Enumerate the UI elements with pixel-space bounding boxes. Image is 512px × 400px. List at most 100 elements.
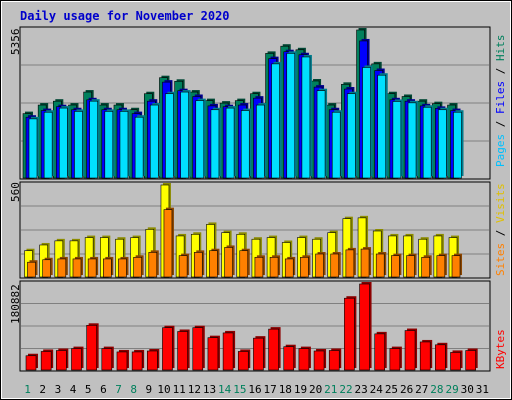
bottom-kbytes-bar: [237, 351, 249, 371]
bottom-kbytes-bar: [71, 348, 82, 371]
top-pages-bar: [240, 110, 250, 179]
bottom-kbytes-bar: [404, 330, 416, 371]
bottom-kbytes-bar: [450, 352, 461, 371]
top-pages-bar: [134, 116, 144, 179]
bottom-kbytes-bar: [162, 327, 173, 371]
top-pages-bar: [271, 63, 280, 179]
x-tick-label: 25: [385, 383, 398, 396]
middle-sites-bar: [360, 248, 370, 278]
x-tick-label: 13: [203, 383, 216, 396]
bottom-kbytes-bar: [268, 328, 279, 371]
x-tick-label: 19: [294, 383, 307, 396]
bottom-kbytes-bar: [465, 350, 476, 371]
middle-sites-bar: [375, 253, 385, 278]
top-pages-bar: [438, 109, 447, 179]
top-pages-bar: [422, 106, 432, 179]
middle-sites-bar: [118, 258, 127, 278]
legend-part: Sites: [494, 242, 507, 276]
x-tick-label: 2: [39, 383, 46, 396]
middle-sites-bar: [239, 250, 249, 278]
x-tick-label: 16: [248, 383, 261, 396]
x-tick-label: 11: [173, 383, 186, 396]
middle-sites-bar: [133, 256, 142, 278]
top-pages-bar: [119, 111, 129, 179]
legend-part: /: [494, 61, 507, 81]
middle-sites-bar: [421, 256, 430, 278]
bottom-kbytes-bar: [86, 325, 97, 371]
top-pages-bar: [377, 74, 387, 179]
bottom-kbytes-bar: [25, 355, 37, 371]
middle-sites-bar: [27, 261, 36, 278]
top-pages-bar: [195, 100, 205, 179]
bottom-kbytes-bar: [283, 346, 295, 371]
middle-sites-bar: [57, 258, 67, 278]
bottom-kbytes-bar: [435, 344, 446, 371]
bottom-kbytes-bar: [344, 297, 355, 371]
top-pages-bar: [453, 111, 462, 179]
bottom-kbytes-bar: [101, 348, 113, 371]
middle-sites-bar: [87, 258, 97, 278]
top-pages-bar: [28, 118, 38, 179]
middle-sites-bar: [391, 255, 400, 278]
middle-sites-bar: [103, 258, 112, 278]
middle-sites-bar: [436, 255, 446, 278]
top-pages-bar: [286, 53, 296, 179]
middle-sites-bar: [163, 209, 173, 278]
bottom-kbytes-bar: [374, 333, 386, 371]
top-pages-bar: [74, 111, 83, 179]
bottom-panel-legend: KBytes: [494, 329, 507, 369]
bottom-kbytes-bar: [116, 351, 128, 371]
middle-sites-bar: [42, 259, 51, 278]
x-tick-label: 1: [24, 383, 31, 396]
top-pages-bar: [59, 107, 68, 179]
top-pages-bar: [89, 100, 98, 179]
x-tick-label: 23: [355, 383, 368, 396]
x-tick-label: 21: [324, 383, 337, 396]
top-pages-bar: [392, 101, 402, 179]
bottom-kbytes-bar: [56, 350, 67, 371]
x-tick-label: 14: [218, 383, 232, 396]
x-tick-label: 5: [85, 383, 92, 396]
top-pages-bar: [407, 102, 417, 179]
x-tick-label: 17: [264, 383, 277, 396]
middle-sites-bar: [254, 256, 264, 278]
legend-part: /: [494, 223, 507, 243]
bottom-kbytes-bar: [359, 283, 370, 371]
top-panel-max-label: 5356: [9, 28, 22, 56]
x-tick-label: 15: [233, 383, 246, 396]
legend-part: Files: [494, 80, 507, 114]
top-pages-bar: [104, 111, 114, 179]
bottom-kbytes-bar: [298, 348, 310, 371]
bottom-kbytes-bar: [328, 350, 340, 371]
legend-part: Pages: [494, 133, 507, 167]
bottom-kbytes-bar: [207, 337, 219, 371]
bottom-kbytes-bar: [313, 350, 325, 371]
middle-sites-bar: [406, 255, 415, 278]
top-pages-bar: [316, 90, 326, 179]
bottom-kbytes-bar: [146, 350, 158, 371]
x-tick-label: 6: [100, 383, 107, 396]
bottom-panel-max-label: 180882: [9, 284, 22, 324]
top-pages-bar: [331, 111, 341, 179]
middle-sites-bar: [345, 249, 355, 278]
x-tick-label: 30: [461, 383, 474, 396]
top-pages-bar: [180, 91, 189, 179]
bottom-kbytes-bar: [131, 351, 143, 371]
x-tick-label: 29: [445, 383, 458, 396]
x-tick-label: 24: [370, 383, 384, 396]
chart-title: Daily usage for November 2020: [20, 9, 230, 23]
x-tick-label: 26: [400, 383, 413, 396]
legend-part: Visits: [494, 183, 507, 223]
top-pages-bar: [362, 67, 371, 179]
middle-sites-bar: [178, 255, 188, 278]
middle-sites-bar: [148, 252, 158, 278]
middle-sites-bar: [193, 252, 203, 278]
middle-sites-bar: [300, 256, 309, 278]
bottom-kbytes-bar: [40, 351, 52, 371]
legend-part: KBytes: [494, 329, 507, 369]
bottom-kbytes-bar: [253, 337, 264, 371]
middle-sites-bar: [269, 256, 279, 278]
